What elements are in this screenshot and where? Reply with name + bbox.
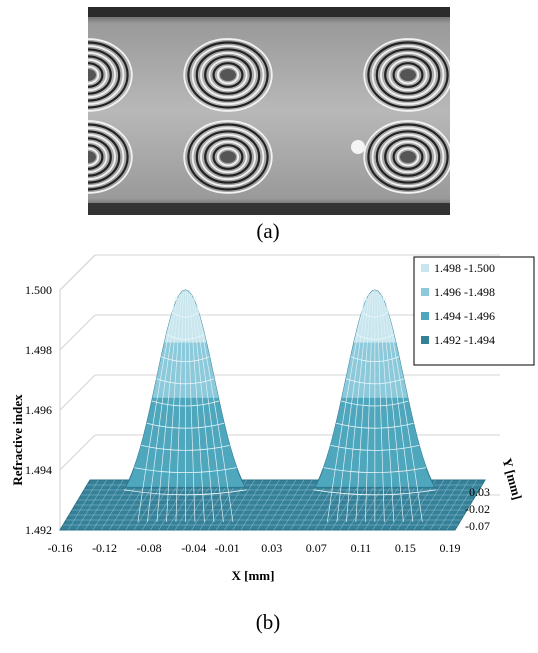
photo-bottom-edge: [88, 203, 450, 215]
y-axis-ticks: 0.03 -0.02 -0.07: [465, 485, 490, 533]
mesh-line: [166, 293, 182, 523]
z-axis-label: Refractive index: [10, 394, 25, 486]
mesh-line: [140, 445, 230, 451]
mesh-line: [156, 378, 215, 385]
mesh-line: [336, 295, 368, 523]
mesh-line: [361, 311, 389, 318]
mesh-line: [146, 422, 225, 429]
legend-label: 1.492 -1.494: [434, 333, 495, 347]
mesh-line: [147, 295, 178, 523]
ring-pattern: [88, 38, 133, 112]
ring-pattern: [183, 38, 273, 112]
x-tick-label: 0.15: [395, 541, 416, 555]
mesh-line: [161, 356, 210, 362]
legend-swatch: [421, 336, 429, 344]
mesh-line: [189, 293, 205, 523]
mesh-line: [193, 295, 224, 523]
ring-pattern: [363, 120, 450, 194]
gridline: [59, 314, 96, 351]
mesh-line: [355, 334, 395, 340]
caption-a: (a): [256, 219, 280, 243]
y-tick-label: -0.07: [465, 519, 490, 533]
z-tick-label: 1.500: [25, 283, 52, 297]
legend-swatch: [421, 264, 429, 272]
peak-2: [313, 289, 437, 523]
ring-pattern: [363, 38, 450, 112]
x-tick-label: -0.16: [48, 541, 73, 555]
x-axis-label: X [mm]: [232, 568, 275, 583]
y-tick-label: 0.03: [469, 485, 490, 499]
z-tick-label: 1.496: [25, 403, 52, 417]
mesh-line: [355, 293, 372, 523]
mesh-line: [350, 356, 400, 362]
legend: 1.498 -1.500 1.496 -1.498 1.494 -1.496 1.49…: [413, 256, 535, 366]
mesh-line: [323, 467, 427, 473]
ring-pattern: [88, 120, 133, 194]
mesh-line: [382, 295, 414, 523]
mesh-line: [172, 311, 199, 318]
z-axis-ticks: 1.500 1.498 1.496 1.494 1.492: [25, 283, 52, 537]
mesh-line: [330, 445, 420, 451]
mesh-line: [345, 378, 404, 385]
refractive-index-surface-chart: 1.500 1.498 1.496 1.494 1.492 -0.16 -0.12 -0.0…: [10, 254, 535, 583]
mesh-line: [376, 292, 385, 523]
x-tick-label: -0.08: [137, 541, 162, 555]
z-tick-label: 1.498: [25, 343, 52, 357]
x-tick-label: 0.03: [261, 541, 282, 555]
surface-floor: [59, 479, 486, 531]
legend-label: 1.498 -1.500: [434, 261, 495, 275]
mesh-line: [134, 467, 237, 473]
z-tick-label: 1.492: [25, 523, 52, 537]
legend-swatch: [421, 288, 429, 296]
x-tick-label: 0.07: [306, 541, 327, 555]
mesh-line: [378, 293, 395, 523]
ring-pattern: [183, 120, 273, 194]
x-tick-label: -0.12: [92, 541, 117, 555]
mesh-line: [175, 292, 184, 523]
x-tick-label: 0.19: [440, 541, 461, 555]
y-tick-label: -0.02: [465, 502, 490, 516]
caption-b: (b): [255, 610, 281, 634]
mesh-line: [313, 489, 437, 496]
mesh-line: [151, 400, 220, 407]
gridline: [59, 434, 96, 471]
mesh-line: [336, 422, 414, 429]
interference-photo: [88, 7, 450, 215]
x-tick-label: -0.01: [215, 541, 240, 555]
legend-box: [413, 256, 535, 366]
legend-label: 1.494 -1.496: [434, 309, 495, 323]
mesh-line: [365, 292, 374, 523]
legend-label: 1.496 -1.498: [434, 285, 495, 299]
gridline: [59, 254, 96, 291]
mesh-line: [341, 400, 409, 407]
mesh-line: [166, 334, 205, 340]
mesh-line: [123, 489, 247, 496]
x-axis-ticks: -0.16 -0.12 -0.08 -0.04 -0.01 0.03 0.07 0.11 0.1…: [48, 541, 461, 555]
legend-swatch: [421, 312, 429, 320]
mesh-line: [187, 292, 196, 523]
surface-peaks: [123, 289, 437, 523]
peak-1: [123, 289, 247, 523]
gridline: [59, 374, 96, 411]
y-axis-label: Y [mm]: [500, 456, 525, 501]
bright-spot: [351, 140, 365, 154]
photo-top-edge: [88, 7, 450, 17]
z-tick-label: 1.494: [25, 463, 52, 477]
x-tick-label: -0.04: [181, 541, 206, 555]
x-tick-label: 0.11: [351, 541, 372, 555]
